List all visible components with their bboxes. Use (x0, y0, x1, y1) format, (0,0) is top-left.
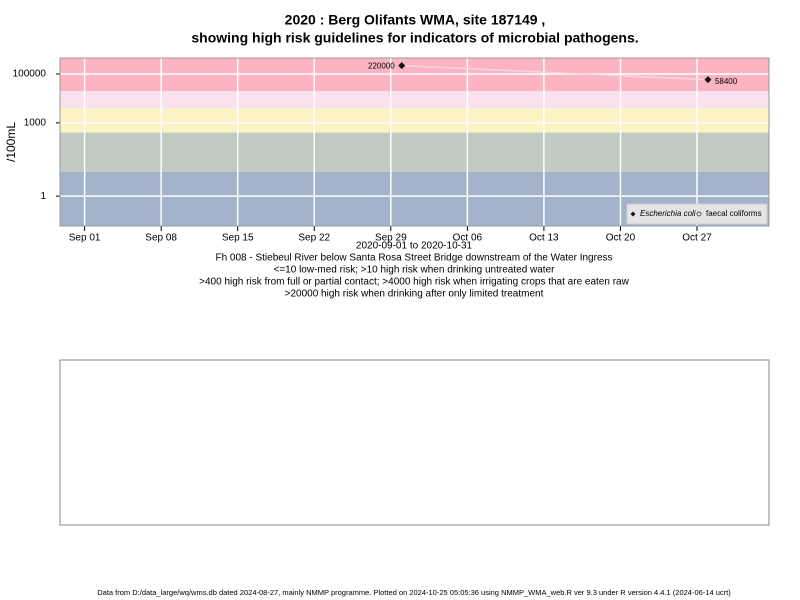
footer: Data from D:/data_large/wq/wms.db dated … (97, 588, 731, 597)
legend-marker (696, 211, 702, 217)
subtitle: >400 high risk from full or partial cont… (199, 277, 629, 288)
x-tick-label: Sep 01 (69, 233, 101, 244)
x-axis-label: 2020-09-01 to 2020-10-31 (356, 241, 473, 252)
risk-band (60, 108, 769, 133)
risk-band (60, 91, 769, 109)
chart-title: showing high risk guidelines for indicat… (191, 30, 638, 46)
legend-marker (630, 211, 636, 217)
x-tick-label: Oct 27 (682, 233, 712, 244)
data-point (398, 62, 406, 70)
subtitle: >20000 high risk when drinking after onl… (285, 289, 544, 300)
y-tick-label: 1000 (24, 117, 47, 128)
data-label: 220000 (368, 62, 395, 71)
x-tick-label: Sep 08 (145, 233, 177, 244)
data-label: 58400 (715, 77, 738, 86)
series-line (401, 64, 708, 81)
x-tick-label: Oct 06 (453, 233, 483, 244)
y-axis-label: /100mL (4, 122, 18, 162)
x-tick-label: Oct 20 (606, 233, 636, 244)
legend-label: faecal coliforms (706, 209, 762, 218)
x-tick-label: Sep 15 (222, 233, 254, 244)
x-tick-label: Oct 13 (529, 233, 559, 244)
data-point (704, 76, 712, 84)
x-tick-label: Sep 22 (298, 233, 330, 244)
plot-area: 1 1000 100000 Sep 01 Sep 08 Sep 15 Sep 22 Sep 2… (13, 57, 770, 244)
y-tick-label: 1 (40, 191, 46, 202)
legend-label: Escherichia coli (640, 209, 696, 218)
chart-title: 2020 : Berg Olifants WMA, site 187149 , (285, 12, 546, 28)
empty-panel (59, 359, 770, 526)
risk-band (60, 132, 769, 172)
subtitle: Fh 008 - Stiebeul River below Santa Rosa… (215, 253, 612, 264)
plot-frame (59, 57, 770, 227)
subtitle: <=10 low-med risk; >10 high risk when dr… (274, 265, 556, 276)
y-tick-label: 100000 (13, 69, 47, 80)
x-tick-label: Sep 29 (375, 233, 407, 244)
